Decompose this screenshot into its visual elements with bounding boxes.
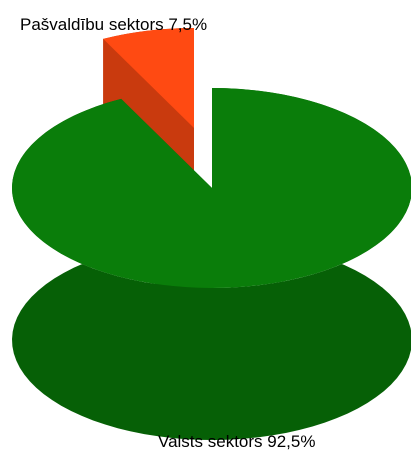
slice-state	[12, 88, 411, 288]
slice-municipal	[103, 28, 194, 128]
slice-label-state: Valsts sektors 92,5%	[158, 432, 315, 451]
pie-tops	[12, 28, 411, 288]
slice-label-municipal: Pašvaldību sektors 7,5%	[20, 15, 207, 34]
